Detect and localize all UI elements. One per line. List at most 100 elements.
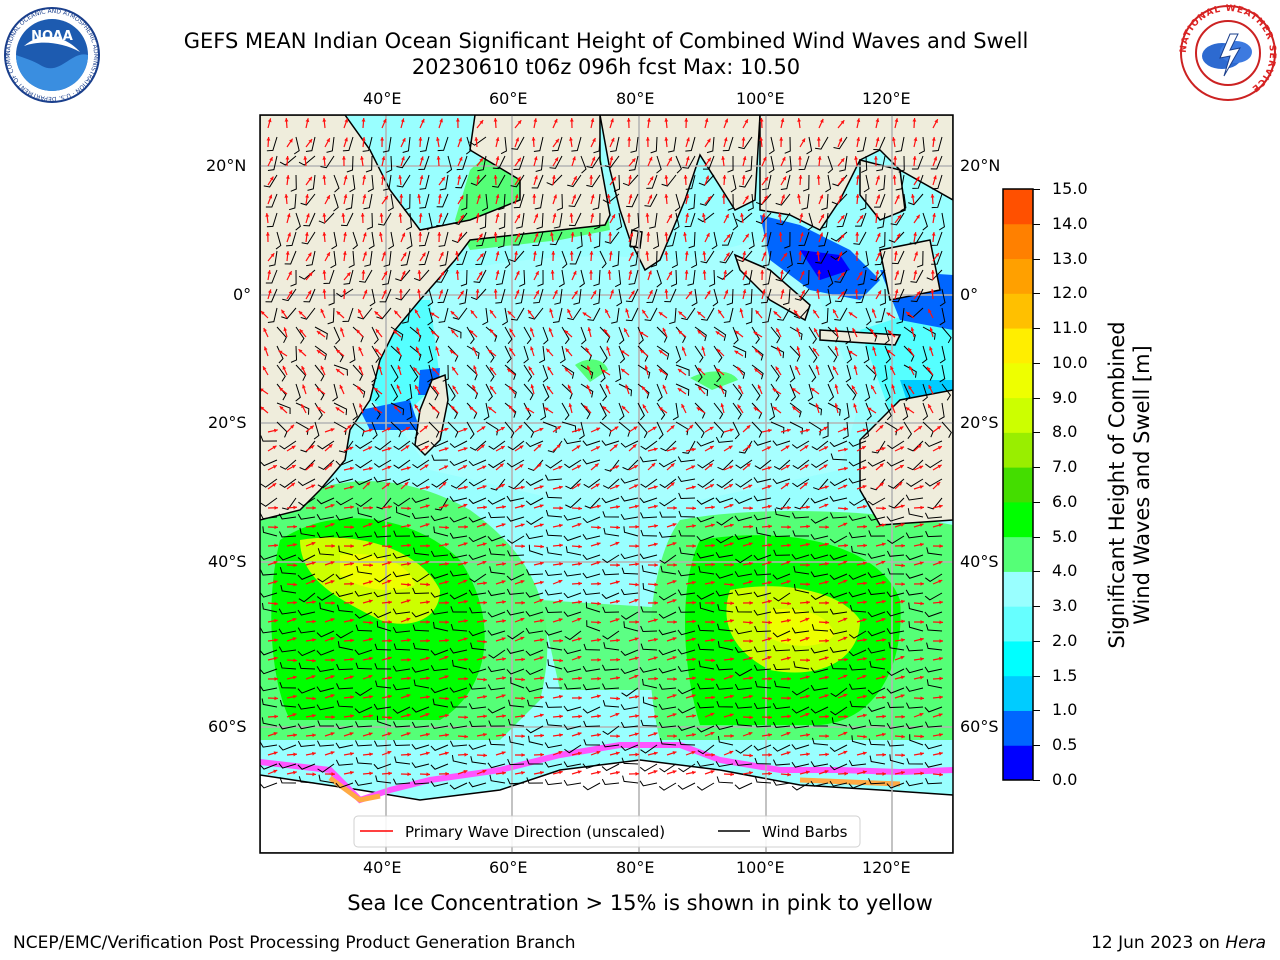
wind-barb bbox=[732, 364, 746, 379]
wind-barb bbox=[810, 684, 829, 691]
wind-barb bbox=[481, 193, 489, 212]
wave-arrow-head bbox=[585, 347, 590, 352]
wind-barb bbox=[931, 193, 943, 209]
wave-arrow-head bbox=[401, 232, 406, 237]
wind-barb bbox=[855, 288, 867, 304]
colorbar-tick-label: 5.0 bbox=[1052, 526, 1078, 546]
wave-arrow-head bbox=[452, 366, 456, 371]
wave-arrow-head bbox=[840, 120, 845, 125]
wave-arrow-head bbox=[614, 426, 619, 431]
wave-arrow-head bbox=[521, 600, 525, 605]
wave-arrow-head bbox=[501, 523, 506, 527]
wind-barb bbox=[567, 174, 582, 188]
wind-barb bbox=[295, 364, 307, 381]
wind-barb bbox=[685, 174, 696, 190]
wind-barb bbox=[349, 345, 356, 364]
wave-arrow-head bbox=[711, 601, 715, 605]
wave-arrow-head bbox=[804, 464, 809, 469]
wave-arrow-head bbox=[278, 350, 283, 355]
wave-arrow-head bbox=[711, 505, 715, 510]
wave-arrow-head bbox=[308, 176, 312, 181]
wind-barb bbox=[716, 516, 734, 526]
wave-arrow-head bbox=[398, 213, 403, 217]
wind-barb bbox=[593, 136, 601, 154]
wind-barb bbox=[694, 383, 709, 397]
wind-barb bbox=[487, 611, 506, 618]
wave-arrow-head bbox=[605, 309, 609, 314]
wind-barb bbox=[745, 307, 753, 325]
wind-barb bbox=[791, 440, 810, 449]
wave-arrow-head bbox=[621, 405, 626, 410]
wave-arrow-head bbox=[916, 291, 921, 296]
wind-barb bbox=[831, 193, 848, 205]
wind-barb bbox=[355, 687, 373, 697]
wave-arrow-head bbox=[493, 232, 498, 236]
wave-arrow-head bbox=[425, 504, 430, 509]
wave-arrow-head bbox=[431, 330, 436, 335]
wind-barb bbox=[317, 720, 335, 727]
wind-barb bbox=[411, 512, 430, 520]
wave-arrow-head bbox=[490, 366, 494, 371]
wind-barb bbox=[906, 645, 924, 652]
wave-arrow-head bbox=[763, 195, 768, 200]
wave-arrow-head bbox=[748, 694, 753, 699]
wind-barb bbox=[604, 155, 620, 168]
wind-barb bbox=[338, 545, 354, 556]
wave-arrow-head bbox=[382, 118, 387, 123]
wave-arrow-head bbox=[570, 232, 575, 236]
wind-barb bbox=[452, 212, 468, 225]
wind-barb bbox=[260, 741, 278, 748]
wind-barb bbox=[640, 625, 658, 633]
wind-barb bbox=[392, 684, 411, 691]
wave-arrow-head bbox=[801, 290, 805, 295]
wave-arrow-head bbox=[616, 638, 620, 643]
wind-barb bbox=[887, 440, 905, 450]
wind-barb bbox=[466, 345, 480, 360]
wind-barb bbox=[884, 421, 898, 436]
wind-barb bbox=[811, 606, 829, 613]
wave-arrow-head bbox=[823, 426, 828, 431]
wave-arrow-head bbox=[939, 676, 943, 681]
wave-arrow-head bbox=[469, 406, 474, 411]
wind-barb bbox=[613, 174, 621, 192]
wind-barb bbox=[811, 624, 829, 632]
wave-arrow-head bbox=[407, 523, 411, 528]
wind-barb bbox=[260, 627, 278, 634]
wind-barb bbox=[523, 402, 532, 421]
wave-arrow-head bbox=[768, 696, 772, 701]
wave-arrow-head bbox=[330, 694, 335, 698]
wave-arrow-head bbox=[460, 214, 464, 219]
wind-barb bbox=[496, 269, 506, 286]
wave-arrow-head bbox=[664, 289, 669, 293]
wave-arrow-head bbox=[887, 349, 892, 354]
wind-barb bbox=[924, 706, 943, 713]
wave-arrow-head bbox=[840, 291, 845, 296]
wave-arrow-head bbox=[767, 428, 772, 433]
wave-arrow-head bbox=[546, 386, 551, 390]
wave-arrow-head bbox=[535, 290, 539, 295]
wave-arrow-head bbox=[470, 310, 475, 315]
wind-barb bbox=[290, 345, 298, 363]
wind-barb bbox=[354, 590, 373, 597]
wave-arrow-head bbox=[724, 118, 729, 123]
wind-barb bbox=[316, 592, 335, 601]
wave-arrow-head bbox=[719, 384, 724, 389]
wind-barb bbox=[770, 383, 780, 401]
wind-barb bbox=[507, 440, 525, 451]
wave-arrow-head bbox=[587, 327, 592, 332]
wind-barb bbox=[716, 664, 734, 671]
wind-barb bbox=[276, 326, 287, 344]
wind-barb bbox=[333, 364, 348, 376]
lat-tick-left-20n: 20°N bbox=[206, 156, 247, 175]
wind-barb bbox=[392, 478, 411, 486]
wind-barb bbox=[335, 459, 354, 467]
wind-barb bbox=[279, 662, 297, 670]
wind-barb bbox=[735, 744, 753, 754]
wave-arrow-head bbox=[654, 582, 658, 587]
wave-arrow-head bbox=[558, 523, 563, 528]
wave-arrow-head bbox=[653, 751, 658, 756]
wind-barb bbox=[528, 307, 544, 320]
wind-barb bbox=[656, 364, 669, 381]
wind-barb bbox=[316, 649, 335, 656]
wave-arrow-head bbox=[360, 213, 365, 217]
